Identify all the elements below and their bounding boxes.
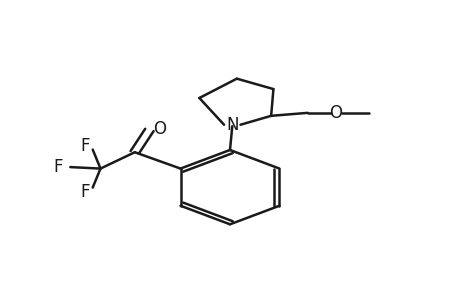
Text: O: O <box>153 120 166 138</box>
Text: F: F <box>80 137 90 155</box>
Text: N: N <box>225 116 238 134</box>
Text: F: F <box>80 183 90 201</box>
Text: O: O <box>329 104 342 122</box>
Text: F: F <box>54 158 63 176</box>
